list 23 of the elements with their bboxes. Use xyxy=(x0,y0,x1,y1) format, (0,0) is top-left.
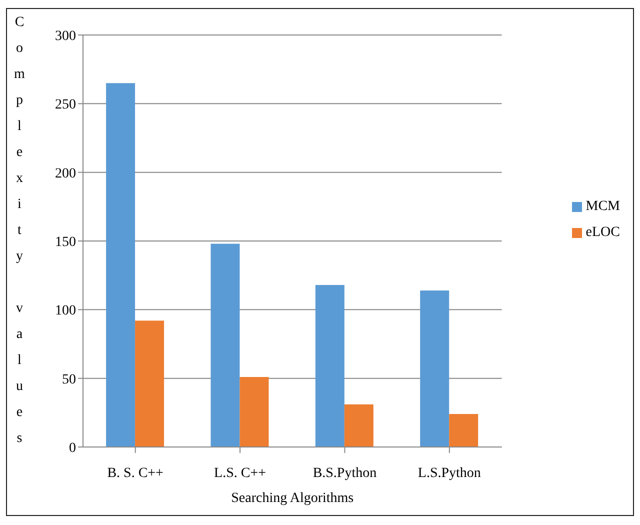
bar xyxy=(315,284,344,447)
bar xyxy=(210,244,240,447)
y-tick-label: 50 xyxy=(62,372,76,388)
y-tick-label: 150 xyxy=(55,234,76,250)
x-tick-label: B.S.Python xyxy=(312,466,377,481)
bar xyxy=(135,320,164,447)
x-tick-label: L.S. C++ xyxy=(214,466,266,481)
x-axis-title: Searching Algorithms xyxy=(231,491,354,506)
legend-label: eLOC xyxy=(586,225,620,240)
bar xyxy=(449,414,478,447)
y-tick-label: 250 xyxy=(55,98,76,113)
y-axis-title: Complexity values xyxy=(12,15,27,457)
x-tick-label: L.S.Python xyxy=(418,466,481,481)
y-tick-label: 200 xyxy=(55,166,76,182)
bar xyxy=(240,376,269,447)
y-tick-label: 100 xyxy=(55,304,76,319)
legend-label: MCM xyxy=(586,199,620,214)
x-tick-label: B. S. C++ xyxy=(107,466,164,481)
y-tick-label: 0 xyxy=(69,440,76,456)
bar xyxy=(420,290,450,447)
y-tick-label: 300 xyxy=(55,28,76,44)
bar xyxy=(106,83,136,447)
bar xyxy=(344,404,374,447)
